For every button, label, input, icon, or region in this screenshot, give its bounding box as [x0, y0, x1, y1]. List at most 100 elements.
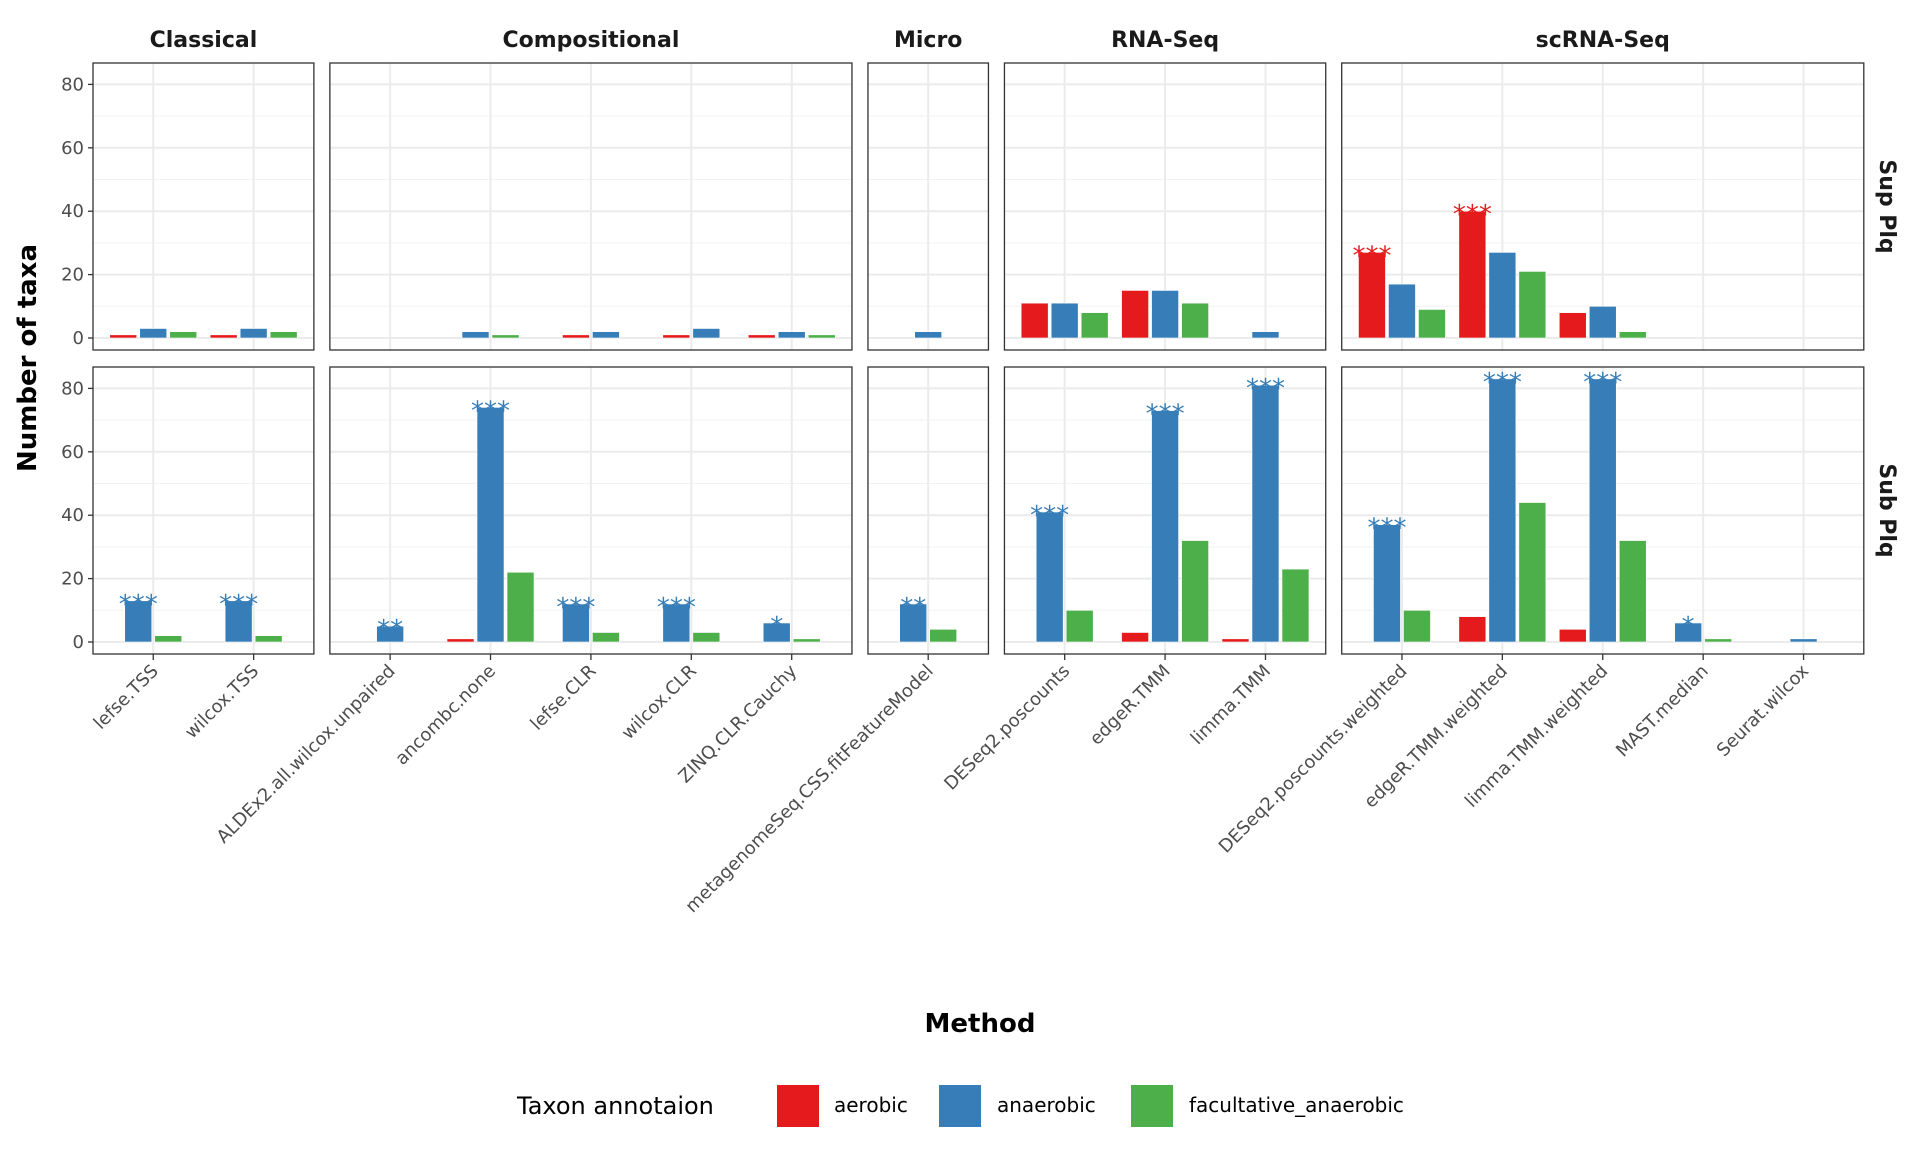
bar-aerobic — [1121, 632, 1149, 643]
bar-facultative_anaerobic — [1403, 609, 1431, 643]
y-tick-label: 40 — [61, 505, 84, 526]
bar-facultative_anaerobic — [506, 571, 535, 643]
bar-anaerobic — [476, 407, 505, 643]
significance-label: *** — [1367, 514, 1406, 544]
significance-label: * — [1682, 612, 1695, 642]
bar-anaerobic — [1789, 638, 1818, 643]
legend: Taxon annotaion aerobic anaerobic facult… — [516, 1085, 1404, 1127]
bar-anaerobic — [239, 328, 268, 339]
x-axis-title: Method — [925, 1009, 1036, 1039]
y-tick-label: 0 — [73, 632, 84, 653]
bar-aerobic — [1558, 312, 1587, 339]
bar-aerobic — [1221, 638, 1250, 643]
x-tick-label: DESeq2.poscounts — [940, 661, 1074, 795]
bar-aerobic — [562, 334, 590, 339]
significance-label: *** — [1483, 368, 1522, 398]
y-axis-title: Number of taxa — [13, 244, 43, 472]
bar-anaerobic — [1488, 378, 1517, 643]
bar-anaerobic — [224, 600, 253, 643]
bar-anaerobic — [1151, 410, 1179, 643]
bar-facultative_anaerobic — [792, 638, 821, 643]
x-tick-label: edgeR.TMM — [1086, 661, 1175, 750]
bar-anaerobic — [662, 603, 691, 643]
bar-facultative_anaerobic — [1704, 638, 1732, 643]
bar-anaerobic — [1674, 622, 1702, 643]
x-tick-label: lefse.CLR — [526, 661, 600, 735]
y-tick-label: 40 — [61, 201, 84, 222]
significance-label: *** — [471, 396, 510, 426]
facet-strip-rna-seq: RNA-Seq — [1111, 28, 1219, 53]
panel-background — [93, 63, 314, 350]
bar-aerobic — [1121, 290, 1149, 339]
bar-aerobic — [1558, 629, 1587, 643]
bar-anaerobic — [1035, 511, 1064, 643]
bar-facultative_anaerobic — [1065, 609, 1094, 643]
panel-border — [1003, 62, 1327, 351]
bar-facultative_anaerobic — [1618, 331, 1647, 339]
y-tick-label: 80 — [61, 378, 84, 399]
bar-facultative_anaerobic — [929, 629, 958, 643]
significance-label: *** — [219, 590, 258, 620]
x-tick-label: limma.TMM — [1187, 661, 1275, 749]
legend-title: Taxon annotaion — [516, 1092, 714, 1120]
bar-anaerobic — [1151, 290, 1179, 339]
bar-anaerobic — [762, 622, 791, 643]
bar-anaerobic — [139, 328, 168, 339]
facet-strip-compositional: Compositional — [502, 28, 679, 53]
significance-label: *** — [1246, 374, 1285, 404]
y-tick-label: 60 — [61, 138, 84, 159]
bar-anaerobic — [461, 331, 490, 339]
bar-anaerobic — [124, 600, 153, 643]
bar-aerobic — [109, 334, 138, 339]
significance-label: *** — [1583, 368, 1622, 398]
legend-label-anaerobic: anaerobic — [997, 1093, 1096, 1117]
x-tick-label: metagenomeSeq.CSS.fitFeatureModel — [681, 661, 937, 917]
x-tick-label: lefse.TSS — [90, 661, 163, 734]
bar-anaerobic — [914, 331, 943, 339]
bar-aerobic — [209, 334, 238, 339]
bar-facultative_anaerobic — [491, 334, 520, 339]
x-tick-label: wilcox.TSS — [181, 661, 263, 743]
bar-anaerobic — [1388, 283, 1416, 339]
x-tick-label: MAST.median — [1612, 661, 1713, 762]
bar-anaerobic — [1373, 524, 1401, 643]
facet-strip-micro: Micro — [894, 28, 962, 53]
x-tick-label: Seurat.wilcox — [1713, 660, 1814, 761]
x-tick-label: ancombc.none — [391, 661, 500, 770]
legend-key-aerobic — [777, 1085, 819, 1127]
panel-border — [329, 62, 853, 351]
bar-anaerobic — [1251, 384, 1280, 643]
bar-facultative_anaerobic — [1181, 302, 1209, 339]
bar-facultative_anaerobic — [1281, 568, 1310, 643]
significance-label: *** — [1352, 241, 1391, 271]
legend-label-aerobic: aerobic — [834, 1093, 908, 1117]
y-tick-label: 20 — [61, 265, 84, 286]
significance-label: *** — [119, 590, 158, 620]
bar-facultative_anaerobic — [1181, 540, 1209, 643]
y-tick-label: 60 — [61, 442, 84, 463]
bar-anaerobic — [376, 625, 404, 643]
bar-facultative_anaerobic — [169, 331, 198, 339]
panel-border — [867, 62, 990, 351]
bar-facultative_anaerobic — [1618, 540, 1647, 643]
bar-anaerobic — [692, 328, 721, 339]
bar-anaerobic — [899, 603, 928, 643]
row-strip-label: Sup Plq — [1874, 159, 1899, 253]
bar-anaerobic — [1588, 378, 1617, 643]
legend-label-facultative-anaerobic: facultative_anaerobic — [1189, 1093, 1404, 1117]
significance-label: *** — [657, 593, 696, 623]
significance-label: *** — [1453, 200, 1492, 230]
panel-border — [92, 62, 315, 351]
legend-key-facultative-anaerobic — [1131, 1085, 1173, 1127]
bar-facultative_anaerobic — [1080, 312, 1109, 339]
x-tick-label: wilcox.CLR — [618, 661, 701, 744]
bar-aerobic — [1458, 210, 1487, 339]
bar-facultative_anaerobic — [1418, 309, 1446, 339]
bar-facultative_anaerobic — [1518, 271, 1547, 339]
significance-label: * — [770, 612, 783, 642]
bar-facultative_anaerobic — [254, 635, 283, 643]
panel-border — [1341, 62, 1865, 351]
bar-facultative_anaerobic — [592, 632, 620, 643]
bar-aerobic — [1458, 616, 1487, 643]
